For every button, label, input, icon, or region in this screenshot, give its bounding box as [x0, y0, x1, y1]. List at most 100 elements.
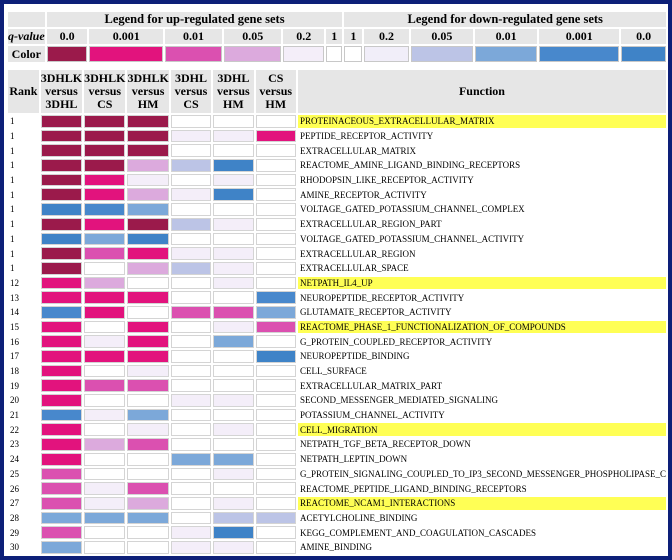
function-cell: NETPATH_TGF_BETA_RECEPTOR_DOWN — [299, 439, 471, 450]
up-q-value: 0.001 — [89, 29, 163, 44]
q-value-color-cell — [127, 320, 169, 334]
q-value-color-cell — [170, 335, 212, 348]
function-cell: NETPATH_LEPTIN_DOWN — [299, 454, 408, 465]
rank-cell: 1 — [10, 219, 15, 230]
comparison-header-line1: 3DHLK — [84, 71, 126, 85]
table-row: 1 EXTRACELLULAR_SPACE — [8, 261, 666, 275]
q-value-color-cell — [127, 217, 169, 231]
q-value-color-cell — [255, 291, 296, 304]
q-value-color-cell — [84, 247, 126, 260]
q-value-legend: Legend for up-regulated gene sets Legend… — [6, 10, 668, 64]
q-value-color-cell — [213, 217, 254, 231]
q-value-color-cell — [127, 335, 169, 348]
comparison-header-line3: CS — [97, 97, 113, 111]
q-value-color-cell — [213, 276, 254, 290]
table-row: 1 PROTEINACEOUS_EXTRACELLULAR_MATRIX — [8, 115, 666, 128]
q-value-color-cell — [40, 423, 83, 437]
comparison-header: 3DHLK versus HM — [127, 70, 169, 113]
up-q-value: 0.01 — [164, 29, 223, 44]
function-cell: EXTRACELLULAR_MATRIX_PART — [299, 380, 443, 391]
q-value-color-cell — [40, 540, 83, 554]
function-cell: REACTOME_PHASE_1_FUNCTIONALIZATION_OF_CO… — [297, 320, 666, 334]
q-value-color-cell — [213, 511, 254, 525]
q-value-color-cell — [127, 350, 169, 363]
down-color-swatch — [474, 46, 538, 62]
q-value-color-cell — [255, 408, 296, 422]
q-value-color-cell — [170, 291, 212, 304]
q-value-color-cell — [170, 188, 212, 202]
table-header-row: Rank 3DHLK versus 3DHL 3DHLK versus CS 3DHLK ve… — [8, 70, 666, 113]
q-value-color-cell — [213, 526, 254, 539]
rank-cell: 23 — [10, 439, 19, 450]
function-cell: PEPTIDE_RECEPTOR_ACTIVITY — [299, 131, 434, 142]
table-body: 1 PROTEINACEOUS_EXTRACELLULAR_MATRIX 1 PEPT… — [8, 115, 666, 554]
q-value-color-cell — [127, 247, 169, 260]
q-value-color-cell — [84, 173, 126, 187]
rank-cell: 14 — [10, 307, 19, 318]
up-color-swatch — [326, 46, 343, 62]
rank-cell: 18 — [10, 366, 19, 377]
q-value-color-cell — [127, 203, 169, 216]
q-value-color-cell — [170, 438, 212, 451]
q-value-color-cell — [170, 276, 212, 290]
rank-cell: 13 — [10, 292, 19, 303]
q-value-color-cell — [255, 159, 296, 172]
q-value-color-cell — [84, 144, 126, 158]
table-row: 1 RHODOPSIN_LIKE_RECEPTOR_ACTIVITY — [8, 173, 666, 187]
q-value-color-cell — [40, 394, 83, 407]
q-value-color-cell — [170, 159, 212, 172]
function-cell: EXTRACELLULAR_MATRIX — [299, 145, 416, 156]
q-value-color-cell — [40, 129, 83, 143]
q-value-color-cell — [255, 115, 296, 128]
down-q-value: 0.05 — [410, 29, 473, 44]
q-value-color-cell — [40, 482, 83, 495]
table-row: 1 VOLTAGE_GATED_POTASSIUM_CHANNEL_ACTIVIT… — [8, 232, 666, 246]
table-row: 25 G_PROTEIN_SIGNALING_COUPLED_TO_IP3_SEC… — [8, 467, 666, 481]
q-value-color-cell — [84, 188, 126, 202]
rank-cell: 26 — [10, 483, 19, 494]
q-value-color-cell — [213, 438, 254, 451]
function-cell: EXTRACELLULAR_REGION — [299, 248, 416, 259]
q-value-color-cell — [127, 379, 169, 393]
legend-corner — [8, 12, 45, 27]
function-cell: EXTRACELLULAR_SPACE — [299, 263, 409, 274]
up-legend-title: Legend for up-regulated gene sets — [46, 12, 343, 27]
down-color-swatch — [344, 46, 363, 62]
comparison-header-line2: versus — [217, 84, 250, 98]
q-value-color-cell — [84, 335, 126, 348]
function-cell: NETPATH_IL4_UP — [297, 276, 666, 290]
table-row: 12 NETPATH_IL4_UP — [8, 276, 666, 290]
up-q-value: 0.2 — [283, 29, 325, 44]
color-label: Color — [8, 46, 45, 62]
q-value-color-cell — [213, 173, 254, 187]
q-value-color-cell — [170, 379, 212, 393]
q-value-color-cell — [255, 188, 296, 202]
q-value-color-cell — [84, 350, 126, 363]
up-color-swatch — [164, 46, 223, 62]
q-value-color-cell — [213, 335, 254, 348]
table-row: 13 NEUROPEPTIDE_RECEPTOR_ACTIVITY — [8, 291, 666, 304]
table-row: 16 G_PROTEIN_COUPLED_RECEPTOR_ACTIVITY — [8, 335, 666, 348]
q-value-color-cell — [127, 129, 169, 143]
q-value-color-cell — [84, 203, 126, 216]
q-value-color-cell — [255, 129, 296, 143]
table-row: 17 NEUROPEPTIDE_BINDING — [8, 350, 666, 363]
q-value-color-cell — [84, 379, 126, 393]
q-value-color-cell — [84, 408, 126, 422]
q-value-color-cell — [255, 203, 296, 216]
rank-cell: 24 — [10, 454, 19, 465]
down-q-value: 0.01 — [474, 29, 538, 44]
table-row: 28 ACETYLCHOLINE_BINDING — [8, 511, 666, 525]
q-value-color-cell — [213, 540, 254, 554]
comparison-header-line1: 3DHL — [217, 71, 250, 85]
comparison-header: 3DHL versus CS — [170, 70, 212, 113]
q-value-color-cell — [255, 438, 296, 451]
comparison-header-line3: HM — [137, 97, 159, 111]
comparison-header-line2: versus — [174, 84, 208, 98]
function-cell: SECOND_MESSENGER_MEDIATED_SIGNALING — [299, 395, 498, 406]
q-value-color-cell — [40, 511, 83, 525]
q-value-color-cell — [170, 173, 212, 187]
q-value-color-cell — [127, 467, 169, 481]
q-value-color-cell — [40, 173, 83, 187]
q-value-color-cell — [127, 173, 169, 187]
